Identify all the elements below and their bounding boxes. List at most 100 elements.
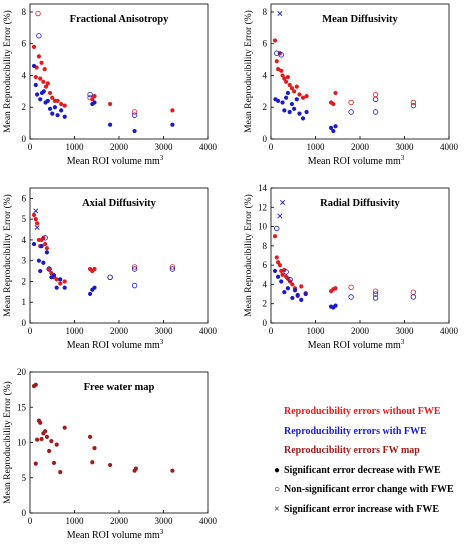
data-point <box>42 235 48 241</box>
data-point <box>372 291 379 297</box>
y-tick-label: 14 <box>258 183 268 193</box>
x-tick-label: 1000 <box>307 142 326 152</box>
series-2 <box>272 199 417 310</box>
data-point <box>276 98 281 103</box>
legend-entry-open: ○ Non-significant error change with FWE <box>270 480 474 500</box>
data-point <box>331 128 336 134</box>
data-point <box>328 125 334 130</box>
chart-title: Free water map <box>84 382 155 393</box>
data-point <box>278 52 284 58</box>
data-point <box>276 67 281 72</box>
data-point <box>169 266 176 272</box>
chart-title: Axial Diffusivity <box>82 198 157 209</box>
data-point <box>131 264 138 270</box>
data-point <box>33 461 38 466</box>
data-point <box>292 106 297 111</box>
y-tick-label: 6 <box>263 39 268 49</box>
y-axis-label: Mean Reproducibility Error (%) <box>2 381 13 504</box>
data-point <box>372 295 379 301</box>
data-point <box>47 266 52 272</box>
x-tick-label: 2000 <box>351 326 370 336</box>
data-point <box>348 294 354 300</box>
y-tick-label: 4 <box>22 235 27 245</box>
data-point <box>274 225 280 232</box>
data-point <box>132 128 137 134</box>
data-point <box>36 54 42 59</box>
y-tick-label: 4 <box>263 279 268 289</box>
x-tick-label: 0 <box>28 516 33 526</box>
x-tick-label: 4000 <box>199 142 218 152</box>
chart-5: 0 1000 2000 3000 4000 0 5 10 15 20 Free water map M… <box>2 367 218 541</box>
data-point <box>87 291 93 297</box>
data-point <box>170 468 175 473</box>
data-point <box>131 109 138 115</box>
data-point <box>299 297 304 302</box>
data-point <box>280 73 285 78</box>
data-point <box>47 106 53 111</box>
data-point <box>410 102 417 109</box>
data-point <box>108 462 113 468</box>
data-point <box>274 59 279 64</box>
data-point <box>299 284 304 289</box>
data-point <box>280 199 286 205</box>
series-1 <box>31 212 176 286</box>
data-point <box>50 95 55 100</box>
data-point <box>39 244 44 249</box>
data-point <box>33 82 38 88</box>
data-point <box>170 122 175 127</box>
data-point <box>294 84 299 89</box>
data-point <box>131 112 138 118</box>
y-tick-label: 6 <box>22 193 27 203</box>
data-point <box>59 101 64 107</box>
data-point <box>287 109 292 115</box>
data-point <box>300 95 306 100</box>
data-point <box>287 82 292 88</box>
plot-frame <box>29 371 209 514</box>
data-point <box>348 284 354 291</box>
data-point <box>170 108 175 113</box>
open-circle-icon: ○ <box>273 484 281 495</box>
data-point <box>92 100 97 105</box>
x-tick-label: 2000 <box>351 142 370 152</box>
x-tick-label: 2000 <box>110 516 129 526</box>
data-point <box>279 68 284 73</box>
data-point <box>92 94 97 99</box>
data-point <box>303 291 308 297</box>
data-point <box>31 241 37 247</box>
x-tick-label: 2000 <box>110 326 129 336</box>
data-point <box>107 274 113 281</box>
data-point <box>62 114 67 119</box>
y-tick-label: 0 <box>22 134 27 144</box>
data-point <box>92 266 97 272</box>
data-point <box>284 95 289 100</box>
data-point <box>410 99 417 106</box>
legend-entry-cross: × Significant error increase with FWE <box>270 500 474 520</box>
data-point <box>87 91 93 98</box>
data-point <box>44 250 50 255</box>
legend-text: Non-significant error change with FWE <box>284 484 454 495</box>
data-point <box>348 109 354 115</box>
y-tick-label: 2 <box>22 276 27 286</box>
x-tick-label: 3000 <box>155 142 174 152</box>
filled-circle-icon: ● <box>273 464 281 476</box>
chart-title: Fractional Anisotropy <box>70 14 169 25</box>
data-point <box>51 460 57 466</box>
data-point <box>46 266 52 272</box>
legend-entry-red: Reproducibility errors without FWE <box>270 402 474 422</box>
data-point <box>131 266 138 272</box>
x-tick-label: 2000 <box>110 142 129 152</box>
data-point <box>44 434 50 439</box>
data-point <box>54 285 59 290</box>
data-point <box>272 268 278 274</box>
y-tick-label: 3 <box>22 256 27 266</box>
x-tick-label: 0 <box>269 142 274 152</box>
y-tick-label: 0 <box>263 134 268 144</box>
data-point <box>31 44 37 49</box>
data-point <box>289 101 295 107</box>
data-point <box>55 98 60 103</box>
data-point <box>282 108 287 113</box>
series-2 <box>31 33 175 134</box>
data-point <box>33 217 38 222</box>
data-point <box>333 303 338 308</box>
